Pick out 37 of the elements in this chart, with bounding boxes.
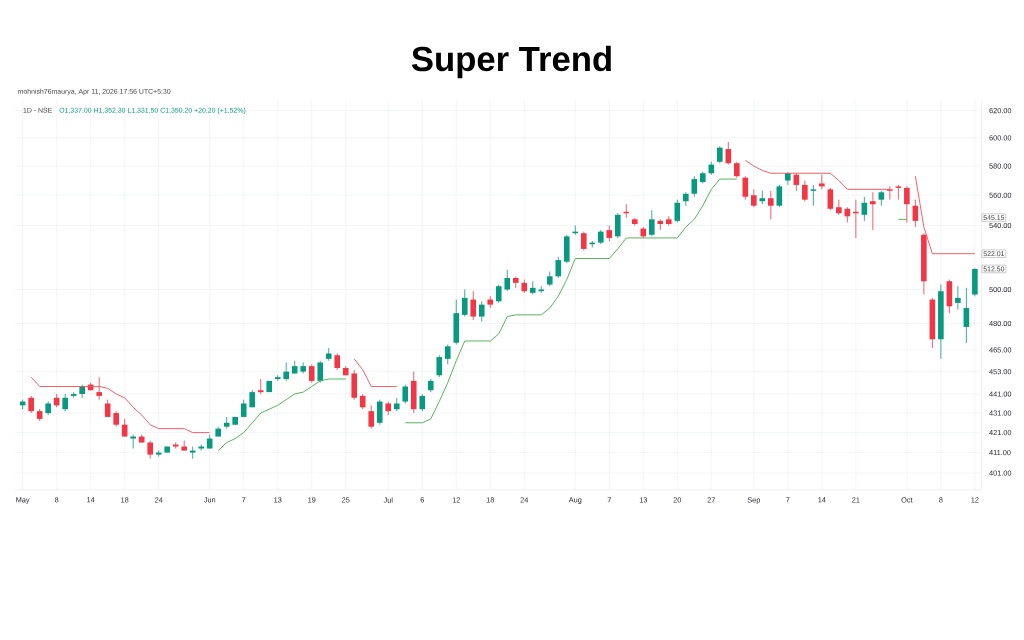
candlestick	[691, 175, 698, 198]
candlestick	[614, 212, 621, 239]
candlestick	[776, 184, 783, 208]
candlestick	[495, 284, 502, 304]
candlestick	[555, 256, 562, 279]
candlestick	[895, 184, 902, 201]
candlestick	[819, 174, 825, 190]
candlestick	[887, 185, 893, 201]
candlestick	[96, 376, 102, 401]
candlestick	[504, 269, 511, 292]
candlestick	[257, 378, 264, 395]
candlestick	[317, 360, 324, 384]
candlestick	[368, 404, 375, 430]
candlestick	[768, 190, 774, 220]
candlestick	[870, 191, 876, 231]
candlestick	[649, 209, 655, 237]
chart-title: Super Trend	[411, 45, 611, 79]
candlestick	[436, 354, 443, 378]
candlestick	[810, 184, 817, 207]
candlestick	[308, 363, 315, 384]
candlestick	[376, 399, 383, 426]
candlestick	[955, 285, 961, 311]
candlestick	[283, 362, 290, 382]
candlestick	[580, 231, 587, 251]
candlestick	[478, 300, 485, 323]
candlestick	[444, 344, 451, 365]
candlestick	[827, 187, 834, 211]
candlestick	[802, 180, 808, 202]
candlestick	[904, 185, 910, 223]
candlestick	[130, 434, 136, 449]
candlestick	[189, 446, 196, 460]
candlestick	[147, 440, 153, 460]
candlestick	[274, 374, 281, 382]
candlestick	[402, 384, 409, 404]
candlestick	[963, 287, 970, 344]
candlestick	[461, 289, 468, 317]
candlestick	[470, 290, 477, 321]
